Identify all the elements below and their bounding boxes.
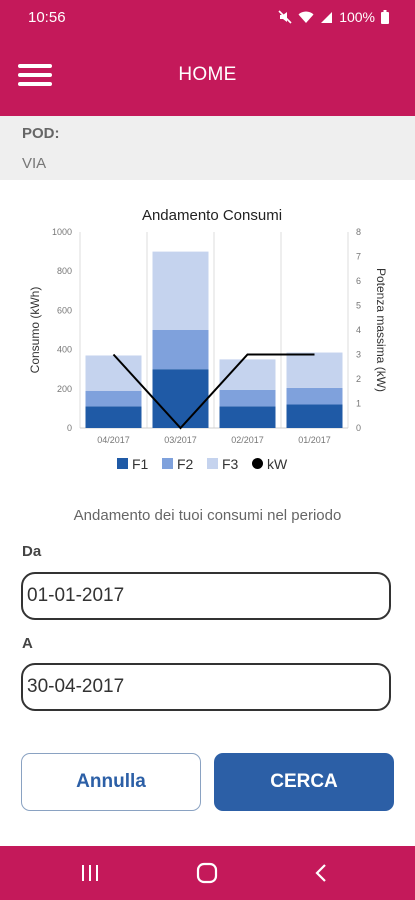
app-bar: HOME [0, 34, 415, 116]
left-axis-tick-label: 200 [57, 384, 72, 394]
category-tick-label: 03/2017 [164, 435, 197, 445]
legend-label-kw: kW [267, 456, 288, 472]
category-tick-label: 01/2017 [298, 435, 331, 445]
battery-icon [381, 10, 389, 24]
right-axis-tick-label: 0 [356, 423, 361, 433]
left-axis-tick-label: 1000 [52, 227, 72, 237]
bar-f2 [219, 389, 276, 407]
right-axis-tick-label: 3 [356, 350, 361, 360]
right-axis-tick-label: 7 [356, 252, 361, 262]
right-axis-tick-label: 4 [356, 325, 361, 335]
bar-f1 [219, 406, 276, 428]
supply-info-panel: POD: VIA [0, 116, 415, 180]
legend-swatch-f2 [162, 458, 173, 469]
legend-label-f1: F1 [132, 456, 149, 472]
search-button[interactable]: CERCA [214, 753, 394, 811]
chart-title: Andamento Consumi [142, 207, 282, 224]
left-axis-tick-label: 800 [57, 266, 72, 276]
back-icon[interactable] [304, 858, 340, 888]
recent-apps-icon[interactable] [72, 858, 108, 888]
bar-f1 [152, 369, 209, 428]
cancel-button[interactable]: Annulla [21, 753, 201, 811]
status-bar: 10:56 100% [0, 0, 415, 34]
from-date-label: Da [22, 543, 42, 560]
from-date-input[interactable] [21, 572, 391, 620]
legend-swatch-f1 [117, 458, 128, 469]
bar-f1 [85, 406, 142, 428]
status-time: 10:56 [28, 9, 66, 26]
bar-f3 [286, 352, 343, 388]
left-axis-tick-label: 400 [57, 345, 72, 355]
bar-f2 [152, 330, 209, 370]
right-axis-tick-label: 2 [356, 374, 361, 384]
bar-f2 [286, 387, 343, 405]
to-date-input[interactable] [21, 663, 391, 711]
page-title: HOME [178, 64, 237, 85]
pod-label: POD: [22, 125, 60, 142]
category-tick-label: 04/2017 [97, 435, 130, 445]
bar-f3 [152, 251, 209, 330]
legend-label-f2: F2 [177, 456, 194, 472]
to-date-label: A [22, 635, 33, 652]
status-icons: 100% [278, 9, 389, 25]
hamburger-menu-icon[interactable] [16, 58, 54, 92]
right-axis-tick-label: 1 [356, 399, 361, 409]
navigation-bar [0, 846, 415, 900]
left-axis-label: Consumo (kWh) [28, 287, 42, 374]
left-axis-tick-label: 0 [67, 423, 72, 433]
right-axis-tick-label: 6 [356, 276, 361, 286]
legend-swatch-f3 [207, 458, 218, 469]
category-tick-label: 02/2017 [231, 435, 264, 445]
bar-f1 [286, 404, 343, 428]
home-icon[interactable] [189, 858, 225, 888]
period-caption: Andamento dei tuoi consumi nel periodo [73, 507, 342, 524]
legend-swatch-kw [252, 458, 263, 469]
mute-icon [278, 10, 292, 24]
battery-level: 100% [339, 9, 375, 25]
line-kw [112, 353, 315, 430]
via-label: VIA [22, 155, 47, 172]
consumption-chart: Andamento Consumi 0 200 400 600 800 1000 0 1 2 3 4 5… [28, 207, 388, 472]
signal-icon [320, 11, 333, 24]
right-axis-label: Potenza massima (kW) [374, 268, 388, 392]
right-axis-tick-label: 5 [356, 301, 361, 311]
wifi-icon [298, 11, 314, 24]
right-axis-tick-label: 8 [356, 227, 361, 237]
legend-label-f3: F3 [222, 456, 239, 472]
bar-f3 [85, 355, 142, 391]
bar-f2 [85, 390, 142, 407]
left-axis-tick-label: 600 [57, 305, 72, 315]
